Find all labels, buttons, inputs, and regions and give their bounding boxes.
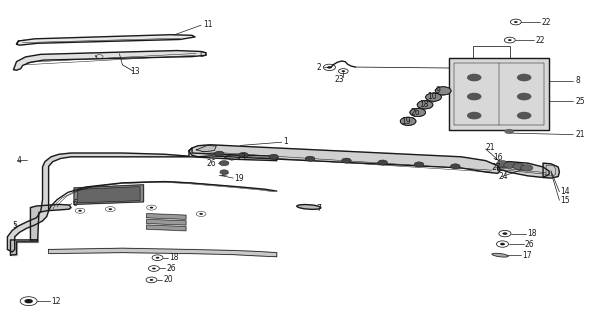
Circle shape xyxy=(219,161,229,166)
Text: 16: 16 xyxy=(493,153,502,162)
Text: 27: 27 xyxy=(492,163,501,172)
Polygon shape xyxy=(147,214,186,219)
Text: 2: 2 xyxy=(316,63,321,72)
Text: 23: 23 xyxy=(334,75,344,84)
Text: 18: 18 xyxy=(527,229,537,238)
Polygon shape xyxy=(147,219,186,225)
Circle shape xyxy=(500,243,505,245)
Text: 26: 26 xyxy=(525,240,534,249)
Circle shape xyxy=(199,213,203,215)
Text: 18: 18 xyxy=(170,253,179,262)
Circle shape xyxy=(414,162,424,167)
Text: 14: 14 xyxy=(561,187,570,196)
Circle shape xyxy=(305,156,315,161)
Text: 19: 19 xyxy=(235,174,244,183)
Text: 26: 26 xyxy=(410,108,420,117)
Polygon shape xyxy=(7,148,277,252)
Ellipse shape xyxy=(492,253,508,257)
Circle shape xyxy=(508,39,511,41)
Circle shape xyxy=(150,207,153,209)
Circle shape xyxy=(78,210,82,212)
Circle shape xyxy=(503,162,516,168)
Circle shape xyxy=(269,154,278,159)
Circle shape xyxy=(327,66,332,69)
Text: 7: 7 xyxy=(316,204,321,213)
Circle shape xyxy=(517,74,531,81)
Circle shape xyxy=(435,87,451,95)
Circle shape xyxy=(24,299,33,303)
Polygon shape xyxy=(224,155,240,160)
Circle shape xyxy=(503,232,507,235)
Circle shape xyxy=(378,160,387,165)
Text: 21: 21 xyxy=(575,130,585,139)
Text: 26: 26 xyxy=(207,159,216,168)
Polygon shape xyxy=(30,204,71,240)
Circle shape xyxy=(451,164,460,169)
Text: 21: 21 xyxy=(486,143,495,152)
Text: 22: 22 xyxy=(541,18,551,27)
Circle shape xyxy=(238,152,248,157)
Circle shape xyxy=(467,93,482,100)
Text: 1: 1 xyxy=(283,137,288,146)
Text: 9: 9 xyxy=(436,86,441,95)
Text: 8: 8 xyxy=(575,76,580,85)
Circle shape xyxy=(517,112,531,119)
Text: 11: 11 xyxy=(203,20,212,29)
Circle shape xyxy=(220,170,229,174)
Text: 25: 25 xyxy=(575,97,585,106)
Polygon shape xyxy=(189,145,501,173)
Circle shape xyxy=(342,70,345,72)
Polygon shape xyxy=(543,163,559,178)
Text: 15: 15 xyxy=(561,196,570,205)
Text: 17: 17 xyxy=(522,251,532,260)
Circle shape xyxy=(152,268,156,269)
Polygon shape xyxy=(498,162,549,178)
Text: 12: 12 xyxy=(51,297,61,306)
Text: 22: 22 xyxy=(535,36,545,44)
Polygon shape xyxy=(10,240,38,255)
Circle shape xyxy=(513,163,525,170)
Circle shape xyxy=(467,112,482,119)
Circle shape xyxy=(497,161,508,167)
Circle shape xyxy=(426,93,441,101)
Text: 6: 6 xyxy=(73,199,78,208)
Polygon shape xyxy=(147,225,186,231)
Circle shape xyxy=(410,108,426,116)
Text: 20: 20 xyxy=(164,276,173,284)
Polygon shape xyxy=(49,248,277,257)
Circle shape xyxy=(150,279,153,281)
Text: 3: 3 xyxy=(240,153,245,162)
Circle shape xyxy=(400,117,416,125)
Circle shape xyxy=(520,165,533,171)
Circle shape xyxy=(342,158,351,163)
Ellipse shape xyxy=(297,204,321,209)
Polygon shape xyxy=(16,35,195,45)
Text: 4: 4 xyxy=(16,156,21,164)
Circle shape xyxy=(517,93,531,100)
Text: 26: 26 xyxy=(166,264,176,273)
Circle shape xyxy=(215,151,224,156)
Circle shape xyxy=(514,21,517,23)
Polygon shape xyxy=(449,59,549,130)
Circle shape xyxy=(417,101,433,109)
Circle shape xyxy=(156,257,159,259)
Circle shape xyxy=(467,74,482,81)
Text: 10: 10 xyxy=(427,92,437,101)
Polygon shape xyxy=(196,145,216,152)
Text: 24: 24 xyxy=(499,172,508,181)
Text: 5: 5 xyxy=(12,220,17,229)
Text: 19: 19 xyxy=(401,117,410,126)
Polygon shape xyxy=(78,187,140,203)
Text: 13: 13 xyxy=(130,67,139,76)
Text: 18: 18 xyxy=(419,100,429,109)
Circle shape xyxy=(108,208,112,210)
Polygon shape xyxy=(74,185,143,204)
Polygon shape xyxy=(13,51,206,70)
Circle shape xyxy=(504,129,514,134)
